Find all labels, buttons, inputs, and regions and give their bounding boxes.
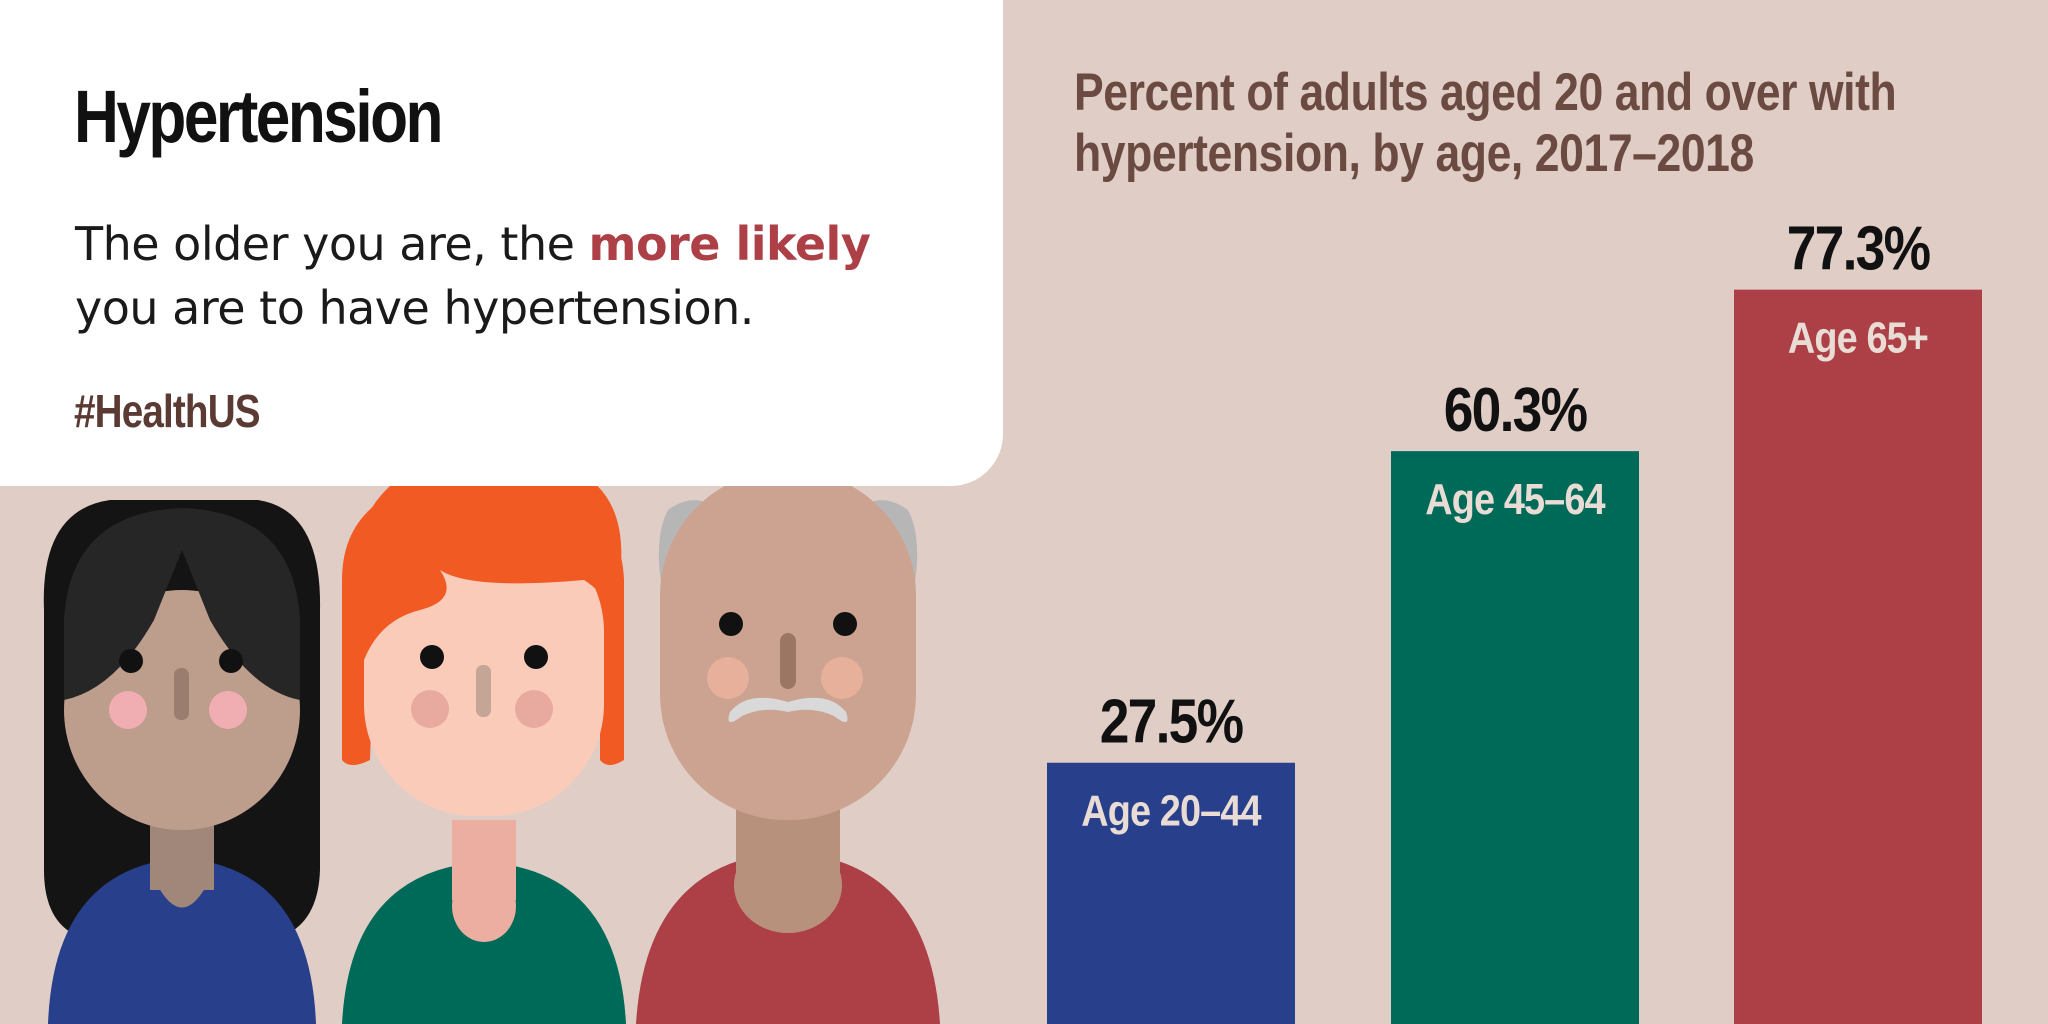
bar-value-label-2: 60.3% bbox=[1444, 376, 1587, 445]
bar-category-label-2: Age 45–64 bbox=[1425, 474, 1605, 523]
bar-value-label-3: 77.3% bbox=[1787, 215, 1930, 284]
woman-shirt bbox=[48, 858, 316, 1024]
page-title: Hypertension bbox=[74, 75, 443, 158]
headline-body-intro: The older you are, the bbox=[75, 217, 589, 271]
chart-title-line-2: hypertension, by age, 2017–2018 bbox=[1074, 124, 1754, 183]
headline-body: The older you are, the more likely you a… bbox=[75, 212, 975, 340]
hashtag[interactable]: #HealthUS bbox=[74, 385, 261, 437]
bar-2 bbox=[1391, 451, 1639, 1024]
bar-1 bbox=[1047, 762, 1295, 1024]
woman-hair-top bbox=[64, 508, 300, 700]
mustache bbox=[728, 697, 848, 723]
redhead-hair-top bbox=[349, 442, 622, 660]
older-man-figure bbox=[636, 470, 940, 1024]
bar-category-label-3: Age 65+ bbox=[1788, 313, 1928, 362]
headline-body-emphasis: more likely bbox=[588, 217, 871, 271]
redhead-shirt bbox=[342, 862, 626, 1024]
bar-category-label-1: Age 20–44 bbox=[1081, 786, 1261, 835]
headline-body-line2: you are to have hypertension. bbox=[75, 281, 754, 335]
bar-value-label-1: 27.5% bbox=[1100, 688, 1243, 757]
woman-figure bbox=[43, 500, 321, 1024]
chart-title-line-1: Percent of adults aged 20 and over with bbox=[1074, 63, 1897, 122]
redhead-figure bbox=[342, 442, 626, 1024]
bar-3 bbox=[1734, 289, 1982, 1024]
chart-title: Percent of adults aged 20 and over with … bbox=[1074, 62, 1897, 184]
headline-card bbox=[0, 0, 1003, 486]
older-man-shirt bbox=[636, 852, 940, 1024]
